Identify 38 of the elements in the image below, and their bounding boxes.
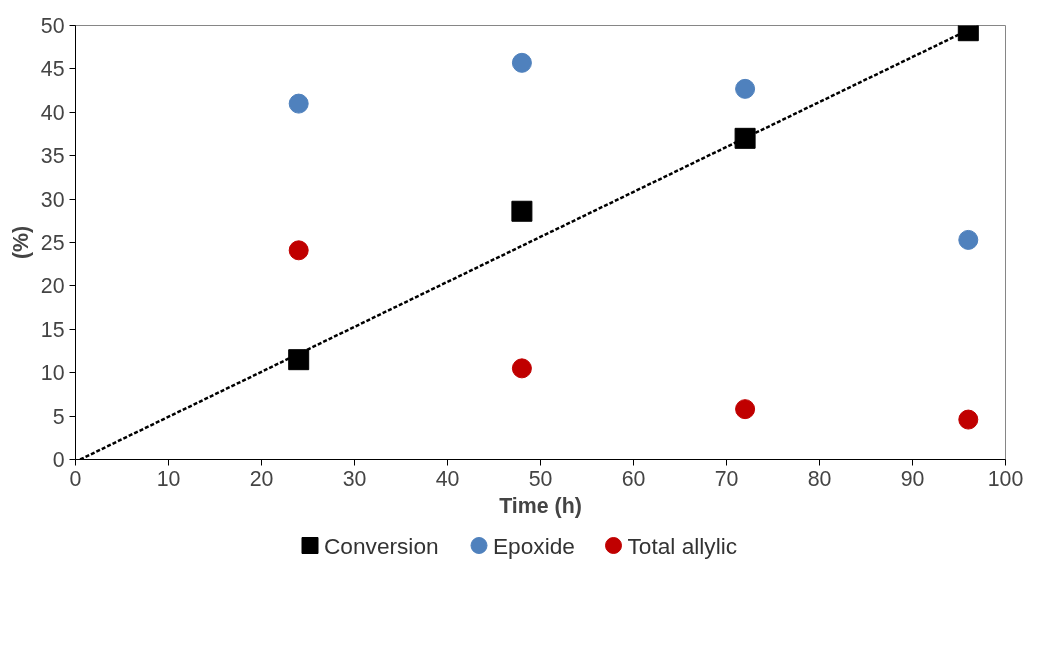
y-tick-label: 15 xyxy=(40,317,65,342)
x-tick-label: 40 xyxy=(435,466,460,491)
legend-label: Conversion xyxy=(324,532,439,559)
y-tick-label: 5 xyxy=(52,404,65,429)
point xyxy=(511,358,532,379)
point xyxy=(288,349,310,371)
x-tick-label: 10 xyxy=(156,466,181,491)
x-tick-label: 50 xyxy=(528,466,553,491)
point xyxy=(288,93,309,114)
x-tick-label: 20 xyxy=(249,466,274,491)
x-tick-label: 30 xyxy=(342,466,367,491)
y-tick-label: 25 xyxy=(40,231,65,255)
x-tick-label: 0 xyxy=(69,466,82,491)
legend-label: Total allylic xyxy=(627,532,738,559)
x-tick-label: 70 xyxy=(714,466,739,491)
point xyxy=(958,229,979,250)
legend-label: Epoxide xyxy=(493,532,575,559)
x-tick-label: 80 xyxy=(807,466,832,491)
y-tick-label: 50 xyxy=(40,14,65,38)
y-tick-label: 10 xyxy=(40,361,65,386)
y-tick-label: 35 xyxy=(40,144,65,169)
y-axis-title: (%) xyxy=(8,225,33,260)
x-tick-label: 60 xyxy=(621,466,646,491)
y-tick-label: 30 xyxy=(40,187,65,212)
point xyxy=(288,240,309,261)
y-tick-label: 0 xyxy=(52,448,65,472)
point xyxy=(511,200,533,222)
y-tick-label: 40 xyxy=(40,100,65,125)
y-tick-label: 20 xyxy=(40,274,65,299)
x-axis-title: Time (h) xyxy=(499,493,582,518)
point xyxy=(735,399,756,420)
x-tick-label: 100 xyxy=(987,466,1024,491)
point xyxy=(958,409,979,430)
y-tick-label: 45 xyxy=(40,57,65,82)
x-tick-label: 90 xyxy=(900,466,925,491)
point xyxy=(735,78,756,99)
point xyxy=(511,52,532,73)
point xyxy=(734,127,756,149)
